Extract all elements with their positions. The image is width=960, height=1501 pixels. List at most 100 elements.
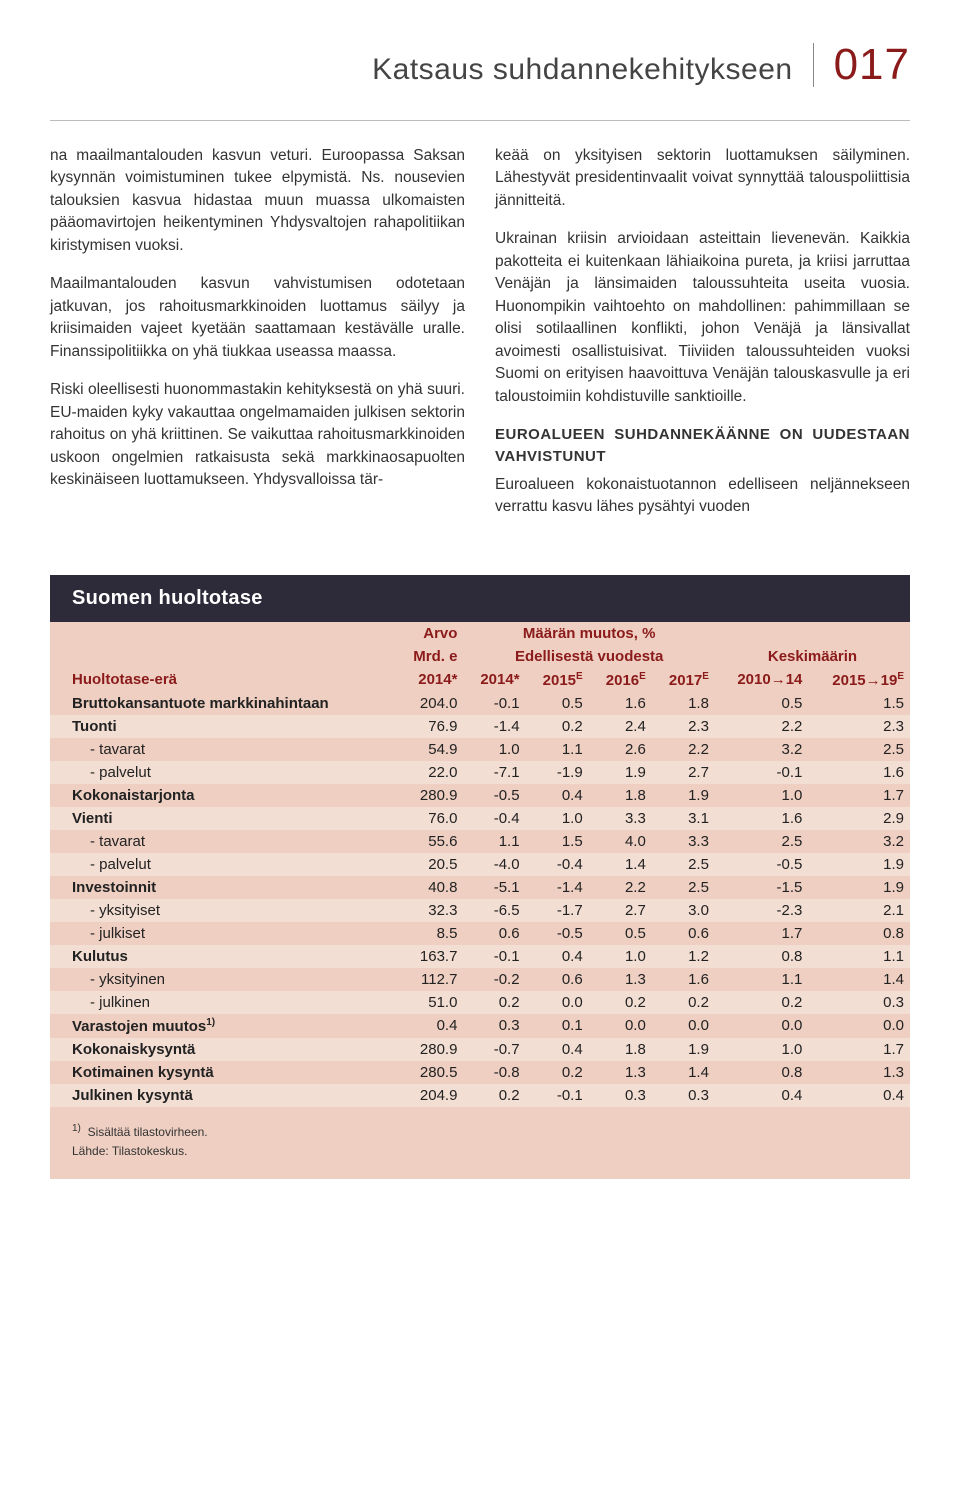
table-header-row-1: Arvo Määrän muutos, %	[50, 622, 910, 645]
page-header: Katsaus suhdannekehitykseen 017	[50, 40, 910, 90]
cell: 0.2	[463, 1084, 525, 1107]
cell: 1.8	[652, 692, 715, 715]
cell: 2.2	[652, 738, 715, 761]
table-row: - tavarat54.91.01.12.62.23.22.5	[50, 738, 910, 761]
th-c6: 2010→14	[715, 668, 808, 692]
cell: 1.4	[652, 1061, 715, 1084]
th-c0: Huoltotase-erä	[50, 668, 395, 692]
left-column: na maailmantalouden kasvun veturi. Euroo…	[50, 145, 465, 535]
cell: 8.5	[395, 922, 463, 945]
cell: 1.4	[589, 853, 652, 876]
th-c1: 2014*	[395, 668, 463, 692]
cell: 0.0	[526, 991, 589, 1014]
cell: 0.0	[808, 1014, 910, 1038]
cell: 0.2	[715, 991, 808, 1014]
th-mrd: Mrd. e	[395, 645, 463, 668]
table-title: Suomen huoltotase	[50, 575, 910, 622]
row-label: - julkinen	[50, 991, 395, 1014]
cell: 32.3	[395, 899, 463, 922]
cell: 1.7	[715, 922, 808, 945]
cell: -7.1	[463, 761, 525, 784]
cell: 0.4	[808, 1084, 910, 1107]
row-label: Kokonaiskysyntä	[50, 1038, 395, 1061]
cell: 0.3	[463, 1014, 525, 1038]
header-rule	[50, 120, 910, 121]
right-p3: Euroalueen kokonaistuotannon edelliseen …	[495, 474, 910, 519]
cell: 0.6	[526, 968, 589, 991]
row-label: Varastojen muutos1)	[50, 1014, 395, 1038]
cell: 2.5	[652, 853, 715, 876]
cell: 2.3	[808, 715, 910, 738]
cell: -5.1	[463, 876, 525, 899]
cell: -1.7	[526, 899, 589, 922]
cell: 3.1	[652, 807, 715, 830]
cell: 112.7	[395, 968, 463, 991]
table-row: Kotimainen kysyntä280.5-0.80.21.31.40.81…	[50, 1061, 910, 1084]
table-row: Vienti76.0-0.41.03.33.11.62.9	[50, 807, 910, 830]
cell: 1.1	[463, 830, 525, 853]
cell: 204.0	[395, 692, 463, 715]
cell: 2.4	[589, 715, 652, 738]
cell: 0.4	[395, 1014, 463, 1038]
page-number: 017	[834, 40, 910, 90]
cell: 0.5	[715, 692, 808, 715]
table-row: - yksityinen112.7-0.20.61.31.61.11.4	[50, 968, 910, 991]
table-row: Investoinnit40.8-5.1-1.42.22.5-1.51.9	[50, 876, 910, 899]
table-header-row-2: Mrd. e Edellisestä vuodesta Keskimäärin	[50, 645, 910, 668]
cell: 0.0	[715, 1014, 808, 1038]
cell: 163.7	[395, 945, 463, 968]
cell: -1.5	[715, 876, 808, 899]
th-keski: Keskimäärin	[715, 645, 910, 668]
cell: 0.4	[526, 784, 589, 807]
cell: 20.5	[395, 853, 463, 876]
row-label: Vienti	[50, 807, 395, 830]
cell: 2.7	[652, 761, 715, 784]
table-row: - palvelut20.5-4.0-0.41.42.5-0.51.9	[50, 853, 910, 876]
table-row: - julkiset8.50.6-0.50.50.61.70.8	[50, 922, 910, 945]
cell: 0.6	[463, 922, 525, 945]
table-row: Kulutus163.7-0.10.41.01.20.81.1	[50, 945, 910, 968]
cell: 280.5	[395, 1061, 463, 1084]
th-c2: 2014*	[463, 668, 525, 692]
cell: -0.7	[463, 1038, 525, 1061]
table-row: Julkinen kysyntä204.90.2-0.10.30.30.40.4	[50, 1084, 910, 1107]
cell: 76.9	[395, 715, 463, 738]
cell: 1.1	[808, 945, 910, 968]
cell: 1.0	[463, 738, 525, 761]
th-c7: 2015→19E	[808, 668, 910, 692]
cell: 1.9	[808, 853, 910, 876]
left-p2: Maailmantalouden kasvun vahvistumisen od…	[50, 273, 465, 363]
cell: 2.7	[589, 899, 652, 922]
row-label: Bruttokansantuote markkinahintaan	[50, 692, 395, 715]
cell: 0.4	[715, 1084, 808, 1107]
cell: 0.2	[589, 991, 652, 1014]
cell: 0.4	[526, 945, 589, 968]
cell: 3.3	[652, 830, 715, 853]
cell: 280.9	[395, 784, 463, 807]
cell: 2.2	[589, 876, 652, 899]
cell: 1.0	[589, 945, 652, 968]
table-row: Kokonaistarjonta280.9-0.50.41.81.91.01.7	[50, 784, 910, 807]
cell: -6.5	[463, 899, 525, 922]
cell: 1.6	[589, 692, 652, 715]
cell: -0.4	[526, 853, 589, 876]
row-label: - julkiset	[50, 922, 395, 945]
row-label: Julkinen kysyntä	[50, 1084, 395, 1107]
cell: 40.8	[395, 876, 463, 899]
cell: 0.1	[526, 1014, 589, 1038]
cell: 55.6	[395, 830, 463, 853]
cell: 0.0	[589, 1014, 652, 1038]
huoltotase-table: Arvo Määrän muutos, % Mrd. e Edellisestä…	[50, 622, 910, 1107]
row-label: - palvelut	[50, 761, 395, 784]
cell: -0.1	[715, 761, 808, 784]
cell: 0.8	[715, 945, 808, 968]
cell: -1.9	[526, 761, 589, 784]
table-row: - palvelut22.0-7.1-1.91.92.7-0.11.6	[50, 761, 910, 784]
header-divider	[813, 43, 814, 87]
cell: 1.8	[589, 1038, 652, 1061]
cell: 1.7	[808, 784, 910, 807]
cell: 2.3	[652, 715, 715, 738]
cell: 1.0	[715, 1038, 808, 1061]
cell: -0.8	[463, 1061, 525, 1084]
table-row: Kokonaiskysyntä280.9-0.70.41.81.91.01.7	[50, 1038, 910, 1061]
